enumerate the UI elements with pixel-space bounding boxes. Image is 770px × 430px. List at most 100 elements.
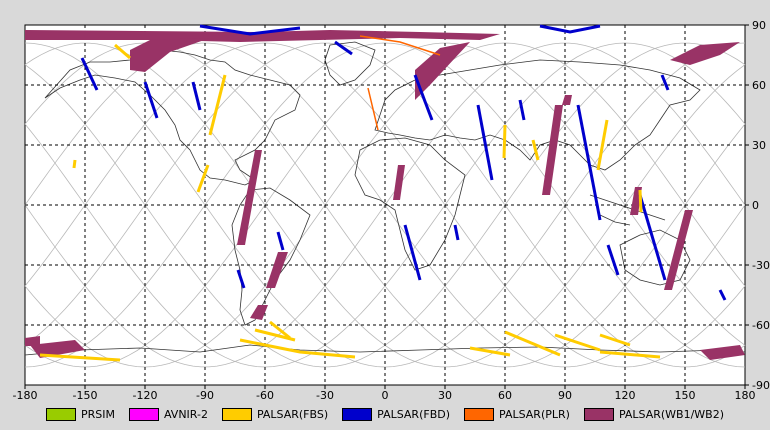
lon-label--60: -60 <box>256 389 274 400</box>
swath-fbd-6 <box>476 104 494 181</box>
lon-label--120: -120 <box>133 389 158 400</box>
swath-fbd-1 <box>80 57 99 91</box>
swath-fbd-2 <box>143 81 159 119</box>
legend-swatch-palsar-wb <box>583 407 614 421</box>
legend-item-palsar-fbs: PALSAR(FBS) <box>221 407 328 421</box>
swath-fbd-16 <box>453 224 460 241</box>
lon-label-0: 0 <box>382 389 389 400</box>
latitude-labels: 90 60 30 0 -30 -60 -90 <box>745 19 770 392</box>
swath-fbd-8 <box>576 104 602 221</box>
lat-label--60: -60 <box>752 319 770 332</box>
greenland-coast <box>324 41 376 86</box>
antarctica-coast <box>24 344 746 356</box>
swath-fbd-9 <box>606 244 620 276</box>
swath-wb-africa <box>393 165 405 200</box>
swath-fbs-south-5 <box>504 330 561 357</box>
swath-fbd-5 <box>413 74 434 121</box>
legend-label-palsar-plr: PALSAR(PLR) <box>499 407 570 421</box>
lon-label-150: 150 <box>675 389 696 400</box>
swath-wb-far-east <box>670 42 740 65</box>
lon-label-30: 30 <box>438 389 452 400</box>
legend-swatch-palsar-fbs <box>221 407 252 421</box>
swath-fbs-4 <box>531 139 540 161</box>
lat-label--90: -90 <box>752 379 770 392</box>
swath-wb-north-band <box>25 30 500 42</box>
swath-wb-chile <box>250 305 268 320</box>
swath-wb-antarctic-east <box>700 345 745 360</box>
swath-fbs-5 <box>596 119 609 171</box>
map-canvas: -180 -150 -120 -90 -60 -30 0 30 60 90 120 150 180 90… <box>12 19 770 402</box>
lon-label--90: -90 <box>196 389 214 400</box>
lon-label--30: -30 <box>316 389 334 400</box>
lon-label-120: 120 <box>615 389 636 400</box>
swath-fbd-3 <box>191 81 202 111</box>
swath-fbs-1 <box>114 43 131 60</box>
swath-plr-europe <box>367 87 379 131</box>
legend: PRSIM AVNIR-2 PALSAR(FBS) PALSAR(FBD) PA… <box>0 401 770 427</box>
swath-fbd-arctic-1 <box>199 24 301 36</box>
swath-wb-asia <box>542 105 563 195</box>
swath-wb-america-1 <box>237 150 262 245</box>
lon-label--150: -150 <box>73 389 98 400</box>
legend-item-prsim: PRSIM <box>45 407 115 421</box>
swath-fbd-11 <box>403 224 422 281</box>
lat-label-90: 90 <box>752 19 766 32</box>
legend-item-avnir2: AVNIR-2 <box>128 407 208 421</box>
swath-fbs-2 <box>208 74 227 136</box>
lat-label--30: -30 <box>752 259 770 272</box>
swath-fbs-7 <box>502 124 507 159</box>
swath-fbd-7 <box>518 99 526 121</box>
swath-fbd-13 <box>236 269 246 289</box>
swath-wb-america-2 <box>266 252 288 288</box>
swath-fbs-3 <box>196 164 210 193</box>
longitude-labels: -180 -150 -120 -90 -60 -30 0 30 60 90 120 150 180 <box>13 385 756 402</box>
swath-wb-australia <box>664 210 693 290</box>
legend-swatch-palsar-plr <box>464 407 495 421</box>
swath-fbd-4 <box>334 40 353 56</box>
coverage-map: -180 -150 -120 -90 -60 -30 0 30 60 90 120 150 180 90… <box>12 19 770 402</box>
lon-label-180: 180 <box>735 389 756 400</box>
swath-fbs-south-7 <box>599 333 631 347</box>
swath-fbd <box>80 24 727 301</box>
europe-asia-coast <box>374 59 701 171</box>
legend-swatch-avnir2 <box>128 407 159 421</box>
swath-fbd-14 <box>660 74 670 91</box>
swath-fbs-south-3 <box>269 320 291 340</box>
legend-item-palsar-fbd: PALSAR(FBD) <box>342 407 451 421</box>
south-america-coast <box>231 187 311 326</box>
legend-label-prsim: PRSIM <box>80 407 115 421</box>
swath-plr <box>359 35 441 131</box>
lat-label-30: 30 <box>752 139 766 152</box>
legend-label-palsar-wb: PALSAR(WB1/WB2) <box>618 407 725 421</box>
swath-fbs-south-8 <box>599 350 661 359</box>
africa-coast <box>354 137 466 271</box>
legend-item-palsar-plr: PALSAR(PLR) <box>464 407 570 421</box>
swath-fbd-12 <box>276 231 285 251</box>
swath-wb-antarctic-west <box>30 340 85 358</box>
swath-fbs-south-1 <box>239 338 356 359</box>
lon-label-60: 60 <box>498 389 512 400</box>
swath-fbs-south-4 <box>469 346 511 357</box>
swath-fbd-15 <box>718 289 727 301</box>
swath-wb <box>25 30 745 360</box>
swath-wb-alaska <box>130 38 210 72</box>
swath-wb-asia-2 <box>562 95 572 105</box>
swath-plr-arctic <box>359 35 441 56</box>
legend-label-palsar-fbd: PALSAR(FBD) <box>377 407 451 421</box>
legend-item-palsar-wb: PALSAR(WB1/WB2) <box>583 407 725 421</box>
swath-fbs <box>39 43 661 362</box>
lat-label-0: 0 <box>752 199 759 212</box>
legend-label-avnir2: AVNIR-2 <box>163 407 208 421</box>
swath-fbs-south-6 <box>554 333 601 352</box>
swath-fbs-8 <box>638 189 643 213</box>
swath-wb-nw-pacific <box>25 336 40 346</box>
swath-wb-siberia <box>415 42 470 100</box>
legend-swatch-prsim <box>45 407 76 421</box>
legend-swatch-palsar-fbd <box>342 407 373 421</box>
swath-fbd-10 <box>638 194 667 281</box>
swath-fbd-arctic-2 <box>539 24 601 34</box>
lon-label-90: 90 <box>558 389 572 400</box>
swath-fbs-south-9 <box>39 353 121 362</box>
swath-fbs-6 <box>72 159 77 169</box>
lon-label--180: -180 <box>13 389 38 400</box>
